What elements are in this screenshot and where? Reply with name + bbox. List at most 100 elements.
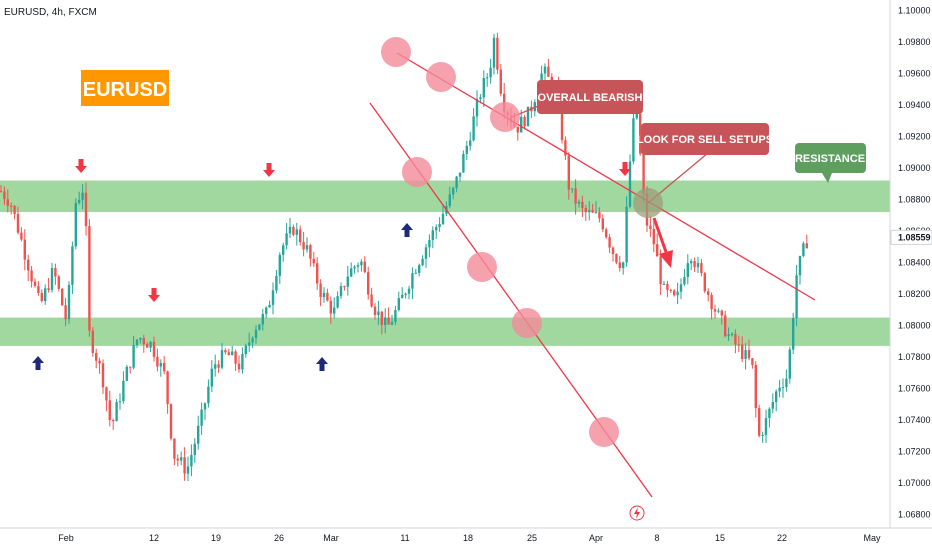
price-tick-label: 1.09400 [898, 100, 931, 110]
candle-body [237, 363, 241, 370]
time-axis[interactable]: Feb 12 19 26 Mar 11 18 25 Apr 8 15 22 May [0, 527, 932, 543]
candle-body [81, 192, 84, 200]
candle-body [67, 284, 71, 320]
candle-body [169, 404, 173, 439]
candle-body [754, 364, 757, 409]
candle-body [54, 268, 57, 277]
candle-body [730, 333, 734, 335]
candle-body [265, 307, 268, 314]
candle-body [71, 246, 74, 285]
red-down-arrow [619, 162, 631, 176]
candle-body [0, 191, 3, 193]
candle-body [788, 349, 791, 379]
candle-body [295, 229, 298, 235]
candle-body [679, 284, 683, 292]
candle-body [431, 230, 434, 241]
candle-body [666, 283, 669, 290]
candle-body [183, 457, 186, 474]
time-tick-label: 15 [715, 533, 725, 543]
candle-body [156, 356, 159, 367]
candle-body [333, 307, 336, 314]
candle-body [64, 305, 67, 320]
symbol-badge: EURUSD [83, 79, 167, 101]
candle-body [574, 188, 577, 204]
candle-body [520, 116, 523, 133]
candle-body [781, 387, 785, 389]
candle-body [319, 283, 322, 298]
candle-body [792, 318, 795, 350]
candle-body [560, 102, 564, 141]
time-tick-label: 11 [400, 533, 409, 543]
candle-body [336, 296, 339, 308]
candle-body [414, 272, 417, 274]
candle-body [20, 232, 23, 240]
candle-body [700, 262, 703, 274]
candle-body [628, 161, 632, 207]
time-tick-label: 22 [777, 533, 787, 543]
touch-point-circle [512, 308, 542, 338]
candle-body [601, 218, 604, 230]
candle-body [768, 408, 771, 419]
blue-up-arrow [401, 223, 413, 237]
candle-body [605, 229, 608, 238]
candle-body [584, 207, 587, 213]
candle-body [778, 387, 781, 392]
candle-body [203, 403, 207, 410]
candle-body [163, 362, 166, 372]
candle-body [6, 199, 9, 206]
candle-body [193, 443, 196, 456]
touch-point-circle [490, 102, 520, 132]
candle-body [275, 275, 278, 291]
candle-body [642, 153, 645, 194]
candle-body [33, 281, 37, 286]
candle-body [622, 262, 625, 268]
projection-arrow-shaft [652, 217, 668, 253]
candle-body [44, 288, 47, 302]
candle-body [656, 244, 659, 257]
red-down-arrow [263, 163, 275, 177]
candle-body [88, 226, 91, 331]
candle-body [496, 37, 499, 70]
candle-body [278, 254, 281, 276]
candle-body [380, 311, 383, 325]
time-tick-label: Mar [323, 533, 339, 543]
label-resistance: RESISTANCE [795, 143, 866, 183]
candle-body [703, 273, 706, 292]
candle-body [50, 268, 54, 290]
label-overall-text: OVERALL BEARISH [538, 92, 643, 104]
candle-body [227, 352, 230, 356]
candle-body [37, 285, 40, 294]
touch-point-circle [426, 62, 456, 92]
candle-body [720, 310, 723, 316]
candle-body [676, 291, 679, 296]
candle-body [686, 263, 689, 278]
candle-body [479, 97, 482, 100]
time-tick-label: 25 [527, 533, 537, 543]
candle-body [200, 409, 203, 426]
candle-body [248, 342, 251, 346]
candle-body [152, 341, 156, 357]
candle-body [594, 212, 598, 214]
candle-body [363, 261, 366, 273]
candle-body [312, 258, 315, 264]
candles-layer [0, 32, 808, 482]
candle-body [387, 317, 390, 325]
symbol-badge-bg [81, 70, 169, 106]
candle-body [472, 116, 475, 141]
price-tick-label: 1.09600 [898, 68, 931, 78]
candle-body [190, 455, 193, 467]
candle-body [690, 261, 693, 264]
price-axis[interactable]: 1.10000 1.09800 1.09600 1.09400 1.09200 1.090… [889, 0, 932, 528]
time-tick-label: 18 [463, 533, 473, 543]
candle-body [611, 247, 615, 255]
candle-body [764, 418, 768, 435]
candle-body [727, 334, 730, 337]
candle-body [122, 380, 125, 402]
candle-body [543, 66, 547, 74]
candle-body [673, 290, 676, 296]
candle-body [197, 425, 200, 444]
candle-body [305, 245, 309, 250]
candle-body [30, 270, 33, 282]
candle-body [639, 113, 642, 154]
